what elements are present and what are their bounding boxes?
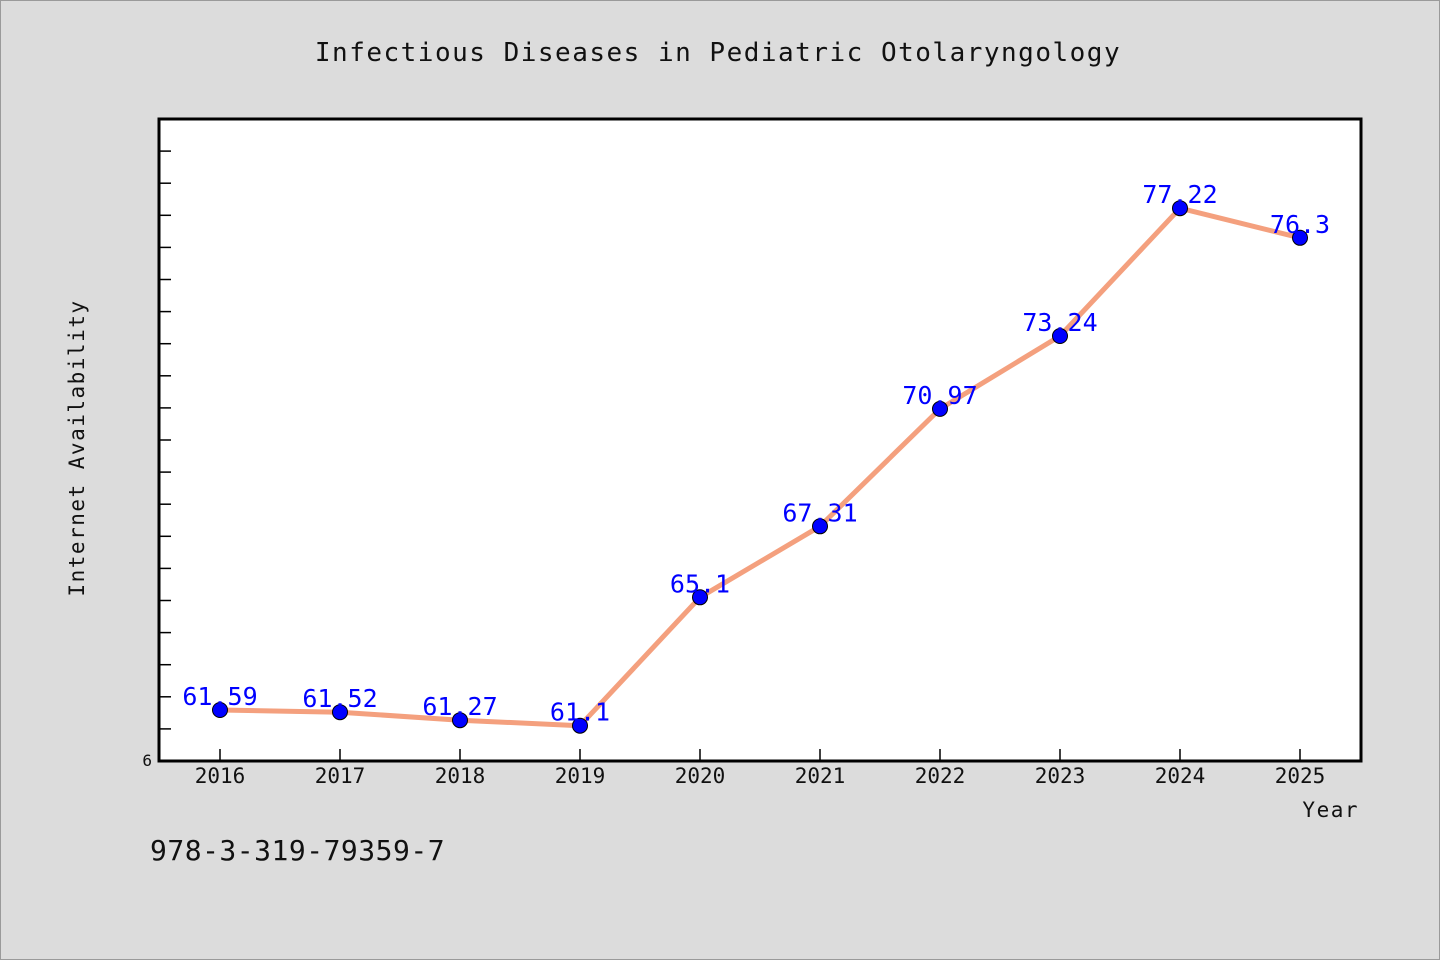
data-point <box>812 518 828 535</box>
y-axis-label: Internet Availability <box>65 299 89 596</box>
data-point <box>1172 200 1188 217</box>
data-label: 76.3 <box>1270 210 1330 239</box>
x-tick-label: 2020 <box>675 764 726 788</box>
x-tick-label: 2017 <box>315 764 366 788</box>
data-point <box>1292 229 1308 246</box>
x-tick-label: 2016 <box>195 764 246 788</box>
data-label: 77.22 <box>1142 180 1217 209</box>
data-point <box>572 717 588 734</box>
data-point <box>1052 328 1068 344</box>
data-label: 70.97 <box>902 381 977 410</box>
data-point <box>212 702 228 718</box>
x-tick-label: 2019 <box>555 764 606 788</box>
data-label: 73.24 <box>1022 308 1097 337</box>
data-label: 67.31 <box>782 498 857 527</box>
series-line <box>219 205 1301 729</box>
data-label: 61.52 <box>302 684 377 713</box>
x-tick-label: 2022 <box>915 764 966 788</box>
data-point <box>452 712 468 729</box>
data-label: 61.1 <box>550 698 610 727</box>
y-axis-ticks <box>159 150 171 730</box>
x-tick-label: 2021 <box>795 764 846 788</box>
x-tick-label: 2018 <box>435 764 486 788</box>
data-point <box>692 589 708 606</box>
data-labels: 61.59 61.52 61.27 61.1 65.1 67.31 70.97 73.24 77… <box>182 180 1330 727</box>
data-label: 65.1 <box>670 569 730 598</box>
data-markers <box>212 200 1308 734</box>
data-point <box>932 400 948 417</box>
data-label: 61.27 <box>422 692 497 721</box>
data-point <box>332 704 348 721</box>
x-tick-label: 2023 <box>1035 764 1086 788</box>
chart-title: Infectious Diseases in Pediatric Otolary… <box>315 38 1121 68</box>
y-tick-label: 6 <box>142 751 152 770</box>
x-axis-ticks: 2016 2017 2018 2019 2020 2021 2022 2023 2024 2025 <box>195 749 1326 788</box>
x-tick-label: 2025 <box>1275 764 1326 788</box>
data-label: 61.59 <box>182 682 257 711</box>
x-tick-label: 2024 <box>1155 764 1206 788</box>
x-axis-label: Year <box>1302 798 1359 822</box>
footer-isbn: 978-3-319-79359-7 <box>150 834 446 867</box>
